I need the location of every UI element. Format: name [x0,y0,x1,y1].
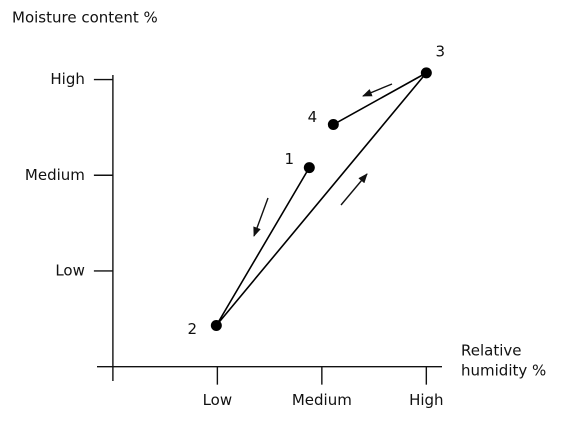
data-point [210,319,222,331]
data-line [215,72,427,327]
direction-arrow [362,83,393,97]
point-label: 4 [308,108,318,126]
point-label: 1 [285,150,295,168]
x-axis-label: humidity % [461,362,546,380]
data-point [303,162,315,174]
point-label: 2 [188,320,198,338]
y-tick-label: High [50,70,84,88]
direction-arrow [340,173,368,206]
y-axis-label: Moisture content % [12,9,158,27]
x-tick-label: High [409,391,443,409]
data-point [420,67,432,79]
y-tick-label: Low [55,261,85,279]
x-axis-label: Relative [461,342,522,360]
x-tick-label: Medium [292,391,352,409]
direction-arrow [253,197,269,237]
data-point [327,119,339,131]
point-label: 3 [436,42,446,60]
y-tick-label: Medium [25,166,85,184]
x-tick-label: Low [203,391,233,409]
